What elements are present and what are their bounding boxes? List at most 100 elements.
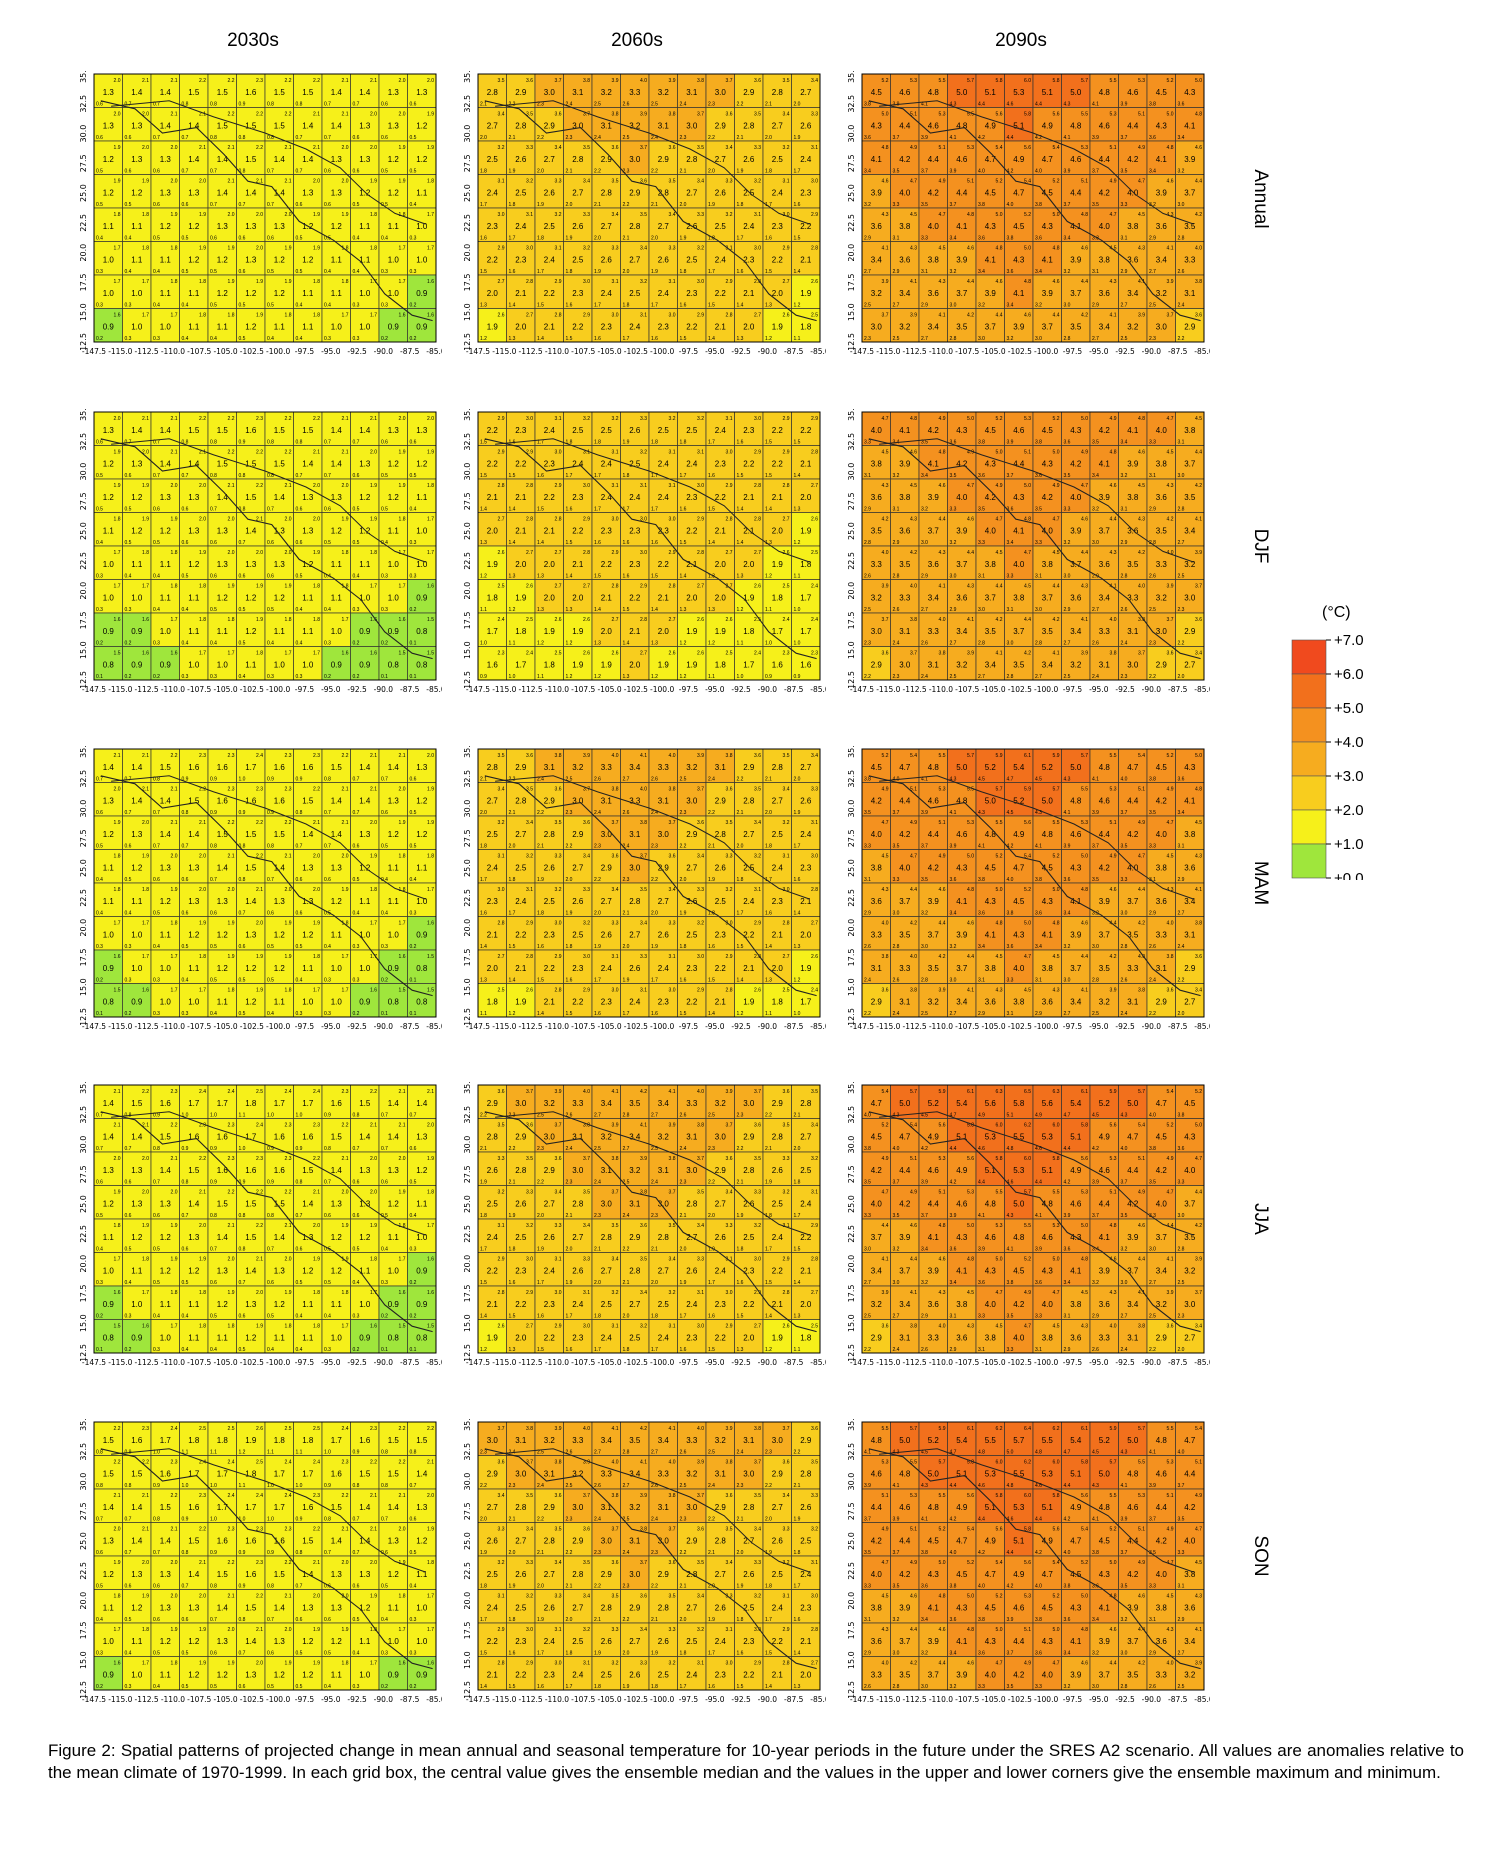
grid-max-value: 2.1 xyxy=(342,820,349,826)
grid-max-value: 3.7 xyxy=(882,313,889,319)
grid-box xyxy=(264,1218,294,1253)
grid-median-value: 3.0 xyxy=(715,1132,727,1141)
grid-min-value: 1.5 xyxy=(765,440,772,446)
grid-max-value: 5.1 xyxy=(939,145,946,151)
grid-box xyxy=(207,545,237,580)
grid-median-value: 1.2 xyxy=(245,1333,257,1342)
grid-max-value: 4.4 xyxy=(1110,517,1117,523)
grid-min-value: 4.3 xyxy=(1121,1113,1128,1119)
grid-max-value: 2.0 xyxy=(142,1190,149,1196)
grid-max-value: 2.8 xyxy=(697,550,704,556)
grid-min-value: 1.5 xyxy=(765,269,772,275)
grid-max-value: 3.7 xyxy=(583,112,590,118)
grid-max-value: 2.7 xyxy=(754,550,761,556)
grid-min-value: 0.8 xyxy=(210,473,217,479)
grid-max-value: 5.8 xyxy=(1053,78,1060,84)
grid-median-value: 3.5 xyxy=(1184,222,1196,231)
grid-max-value: 2.9 xyxy=(555,279,562,285)
grid-median-value: 1.9 xyxy=(715,627,727,636)
grid-min-value: 0.8 xyxy=(182,1180,189,1186)
grid-max-value: 2.9 xyxy=(697,313,704,319)
grid-min-value: 0.3 xyxy=(96,607,103,613)
grid-box xyxy=(563,1285,593,1320)
grid-median-value: 5.1 xyxy=(1042,1166,1054,1175)
x-tick-label: -100.0 xyxy=(266,1022,290,1031)
grid-box xyxy=(207,1319,237,1354)
grid-min-value: 2.7 xyxy=(1178,540,1185,546)
grid-max-value: 1.7 xyxy=(142,1290,149,1296)
grid-max-value: 1.8 xyxy=(342,584,349,590)
grid-max-value: 1.9 xyxy=(256,279,263,285)
grid-min-value: 1.0 xyxy=(509,674,516,680)
grid-box xyxy=(1032,849,1062,884)
grid-max-value: 1.9 xyxy=(228,1290,235,1296)
grid-max-value: 3.4 xyxy=(783,112,790,118)
y-tick-label: 12.5 xyxy=(79,671,88,689)
grid-median-value: 2.9 xyxy=(871,997,883,1006)
grid-min-value: 2.8 xyxy=(950,336,957,342)
grid-min-value: 0.6 xyxy=(239,269,246,275)
grid-min-value: 0.7 xyxy=(125,810,132,816)
grid-median-value: 4.6 xyxy=(1070,155,1082,164)
grid-box xyxy=(677,308,707,343)
grid-median-value: 3.8 xyxy=(1042,560,1054,569)
grid-min-value: 4.9 xyxy=(1035,1113,1042,1119)
grid-max-value: 1.7 xyxy=(171,1324,178,1330)
grid-max-value: 3.0 xyxy=(555,450,562,456)
grid-median-value: 4.5 xyxy=(1042,863,1054,872)
grid-max-value: 1.8 xyxy=(370,887,377,893)
grid-median-value: 2.2 xyxy=(772,255,784,264)
grid-box xyxy=(1032,882,1062,917)
grid-box xyxy=(1175,579,1205,614)
grid-median-value: 3.9 xyxy=(899,1233,911,1242)
grid-max-value: 1.9 xyxy=(285,1290,292,1296)
grid-box xyxy=(975,308,1005,343)
grid-min-value: 0.5 xyxy=(410,810,417,816)
grid-min-value: 0.5 xyxy=(296,574,303,580)
grid-box xyxy=(791,478,821,513)
grid-box xyxy=(407,782,437,817)
x-tick-label: -100.0 xyxy=(1034,1022,1058,1031)
grid-max-value: 5.0 xyxy=(1024,483,1031,489)
x-tick-label: -112.5 xyxy=(519,1022,543,1031)
grid-median-value: 1.3 xyxy=(103,88,115,97)
grid-max-value: 3.2 xyxy=(754,854,761,860)
grid-box xyxy=(762,646,792,681)
grid-median-value: 1.1 xyxy=(188,1333,200,1342)
grid-box xyxy=(890,1118,920,1153)
grid-median-value: 2.6 xyxy=(515,1199,527,1208)
grid-max-value: 5.1 xyxy=(939,1190,946,1196)
grid-max-value: 2.2 xyxy=(256,112,263,118)
grid-max-value: 5.0 xyxy=(882,112,889,118)
grid-max-value: 3.9 xyxy=(882,279,889,285)
grid-median-value: 2.2 xyxy=(487,255,499,264)
grid-max-value: 1.9 xyxy=(142,483,149,489)
grid-max-value: 4.7 xyxy=(1138,179,1145,185)
grid-median-value: 1.2 xyxy=(331,222,343,231)
grid-max-value: 5.8 xyxy=(967,1123,974,1129)
y-tick-label: 25.0 xyxy=(847,1195,856,1213)
x-tick-label: -102.5 xyxy=(240,1358,264,1367)
grid-median-value: 4.6 xyxy=(928,1166,940,1175)
grid-max-value: 3.0 xyxy=(726,450,733,456)
grid-box xyxy=(1089,107,1119,142)
grid-max-value: 5.3 xyxy=(967,1190,974,1196)
x-tick-label: -97.5 xyxy=(679,347,699,356)
grid-median-value: 2.7 xyxy=(658,222,670,231)
grid-median-value: 3.1 xyxy=(544,763,556,772)
grid-min-value: 2.8 xyxy=(1178,236,1185,242)
grid-max-value: 2.4 xyxy=(313,1089,320,1095)
x-tick-label: -87.5 xyxy=(1168,1022,1188,1031)
grid-min-value: 1.9 xyxy=(537,877,544,883)
grid-min-value: 1.2 xyxy=(794,978,801,984)
grid-max-value: 2.7 xyxy=(640,651,647,657)
grid-min-value: 0.3 xyxy=(353,978,360,984)
grid-min-value: 1.4 xyxy=(566,574,573,580)
grid-min-value: 1.7 xyxy=(537,440,544,446)
grid-min-value: 1.8 xyxy=(680,944,687,950)
grid-median-value: 3.4 xyxy=(1070,627,1082,636)
x-tick-label: -107.5 xyxy=(571,347,595,356)
grid-min-value: 3.3 xyxy=(1178,1180,1185,1186)
grid-median-value: 1.0 xyxy=(160,322,172,331)
grid-box xyxy=(975,815,1005,850)
